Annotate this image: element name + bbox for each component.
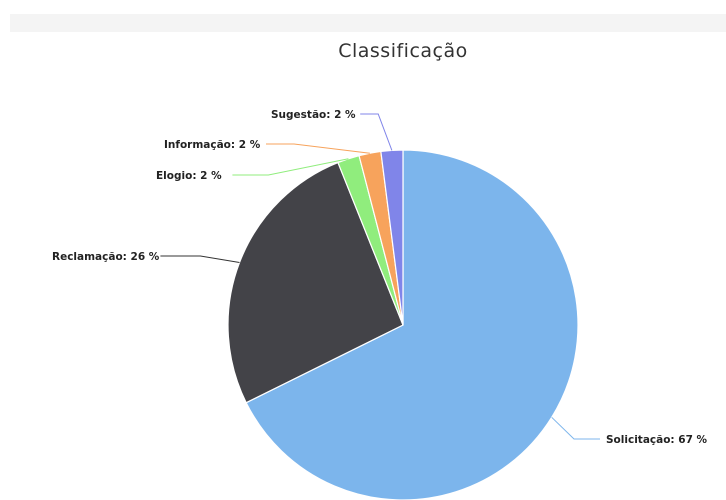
connector-sugestão: [360, 113, 393, 151]
data-label-elogio: Elogio: 2 %: [156, 170, 222, 182]
data-label-informação: Informação: 2 %: [164, 139, 261, 151]
pie-slice-solicitação[interactable]: [245, 149, 579, 500]
top-bar: [10, 14, 726, 32]
connector-reclamação: [160, 255, 240, 263]
data-label-sugestão: Sugestão: 2 %: [271, 109, 356, 121]
data-label-solicitação: Solicitação: 67 %: [606, 434, 708, 446]
connector-informação: [266, 143, 370, 154]
connector-elogio: [232, 158, 349, 176]
chart-title: Classificação: [338, 40, 468, 62]
data-label-reclamação: Reclamação: 26 %: [52, 251, 160, 263]
pie-slice-reclamação[interactable]: [227, 161, 404, 404]
connector-solicitação: [551, 416, 600, 440]
